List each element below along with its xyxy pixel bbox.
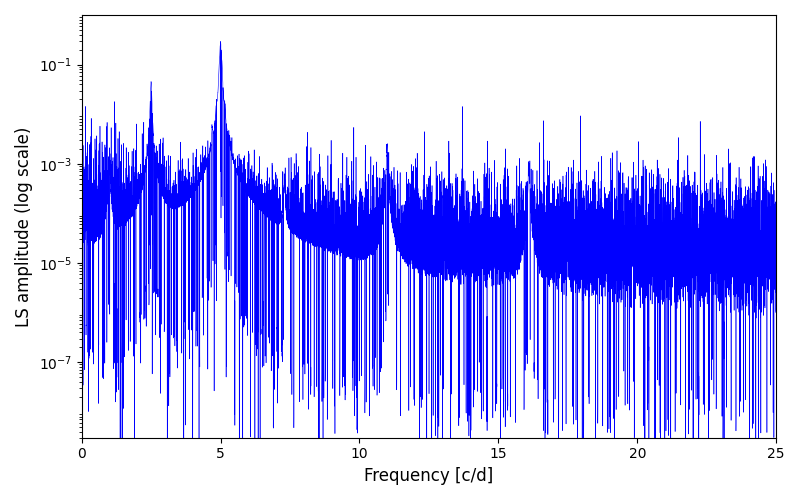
X-axis label: Frequency [c/d]: Frequency [c/d] xyxy=(364,467,494,485)
Y-axis label: LS amplitude (log scale): LS amplitude (log scale) xyxy=(15,126,33,326)
